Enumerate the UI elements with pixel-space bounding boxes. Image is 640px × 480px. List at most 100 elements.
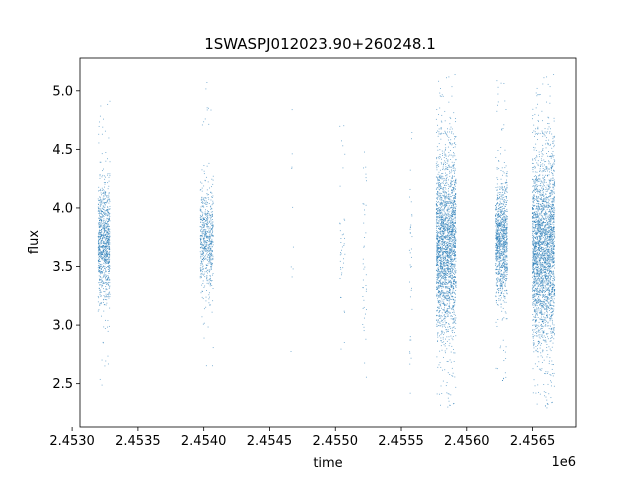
data-point bbox=[498, 258, 500, 260]
data-point bbox=[103, 235, 105, 237]
data-point bbox=[102, 200, 104, 202]
data-point bbox=[500, 306, 502, 308]
data-point bbox=[448, 287, 450, 289]
data-point bbox=[212, 218, 213, 220]
data-point bbox=[500, 183, 502, 185]
data-point bbox=[106, 225, 108, 227]
data-point bbox=[437, 135, 439, 137]
data-point bbox=[446, 178, 447, 179]
data-point bbox=[543, 206, 545, 208]
data-point bbox=[506, 216, 508, 218]
data-point bbox=[200, 244, 202, 246]
data-point bbox=[105, 176, 106, 178]
data-point bbox=[505, 196, 507, 198]
data-point bbox=[109, 279, 111, 281]
data-point bbox=[442, 286, 444, 288]
data-point bbox=[201, 201, 203, 203]
data-point bbox=[504, 275, 506, 277]
data-point bbox=[443, 270, 445, 272]
data-point bbox=[106, 267, 107, 268]
data-point bbox=[204, 202, 206, 204]
data-point bbox=[497, 228, 499, 230]
data-point bbox=[210, 243, 212, 244]
data-point bbox=[452, 339, 454, 341]
data-point bbox=[207, 254, 209, 256]
data-point bbox=[503, 268, 505, 270]
data-point bbox=[443, 157, 445, 158]
data-point bbox=[210, 253, 212, 255]
data-point bbox=[446, 223, 448, 225]
data-point bbox=[501, 186, 503, 188]
data-point bbox=[446, 267, 447, 269]
data-point bbox=[499, 267, 500, 269]
data-point bbox=[202, 260, 204, 262]
data-point bbox=[442, 257, 444, 258]
data-point bbox=[447, 291, 449, 293]
data-point bbox=[105, 319, 106, 321]
data-point bbox=[436, 244, 438, 246]
data-point bbox=[106, 275, 108, 276]
data-point bbox=[448, 166, 450, 168]
data-point bbox=[447, 393, 449, 395]
data-point bbox=[451, 226, 453, 228]
data-point bbox=[449, 232, 451, 234]
data-point bbox=[444, 274, 446, 275]
data-point bbox=[206, 221, 208, 223]
data-point bbox=[442, 222, 444, 224]
data-point bbox=[211, 221, 213, 223]
data-point bbox=[107, 252, 109, 254]
data-point bbox=[100, 243, 102, 245]
data-point bbox=[506, 254, 508, 256]
data-point bbox=[202, 232, 204, 234]
data-point bbox=[496, 244, 498, 246]
data-point bbox=[499, 245, 501, 247]
data-point bbox=[439, 272, 441, 274]
data-point bbox=[444, 262, 445, 264]
data-point bbox=[204, 229, 206, 231]
data-point bbox=[500, 239, 502, 241]
data-point bbox=[202, 214, 203, 216]
data-point bbox=[105, 289, 107, 291]
data-point bbox=[449, 240, 451, 242]
data-point bbox=[99, 205, 101, 207]
data-point bbox=[445, 246, 446, 248]
data-point bbox=[497, 224, 499, 226]
data-point bbox=[453, 217, 455, 219]
data-point bbox=[102, 248, 104, 250]
data-point bbox=[440, 292, 441, 294]
data-point bbox=[436, 293, 438, 295]
data-point bbox=[451, 189, 453, 191]
data-point bbox=[495, 235, 497, 237]
data-point bbox=[108, 229, 110, 231]
data-point bbox=[447, 221, 449, 223]
data-point bbox=[441, 194, 443, 196]
data-point bbox=[98, 297, 100, 299]
data-point bbox=[445, 175, 446, 177]
data-point bbox=[436, 263, 438, 265]
data-point bbox=[207, 272, 208, 274]
data-point bbox=[203, 273, 205, 275]
data-point bbox=[99, 279, 101, 281]
data-point bbox=[503, 261, 504, 263]
data-point bbox=[437, 309, 439, 311]
data-point bbox=[447, 406, 449, 408]
data-point bbox=[452, 209, 453, 210]
data-point bbox=[99, 121, 101, 123]
data-point bbox=[500, 248, 502, 250]
data-point bbox=[200, 270, 202, 272]
data-point bbox=[441, 217, 442, 218]
data-point bbox=[451, 278, 453, 280]
data-point bbox=[104, 178, 106, 180]
data-point bbox=[443, 344, 445, 346]
data-point bbox=[100, 282, 102, 283]
data-point bbox=[202, 283, 204, 284]
data-point bbox=[208, 240, 210, 242]
data-point bbox=[545, 371, 547, 373]
data-point bbox=[447, 397, 449, 399]
data-point bbox=[447, 228, 449, 230]
data-point bbox=[211, 254, 213, 256]
data-point bbox=[101, 247, 103, 249]
data-point bbox=[104, 192, 106, 194]
data-point bbox=[501, 282, 502, 284]
